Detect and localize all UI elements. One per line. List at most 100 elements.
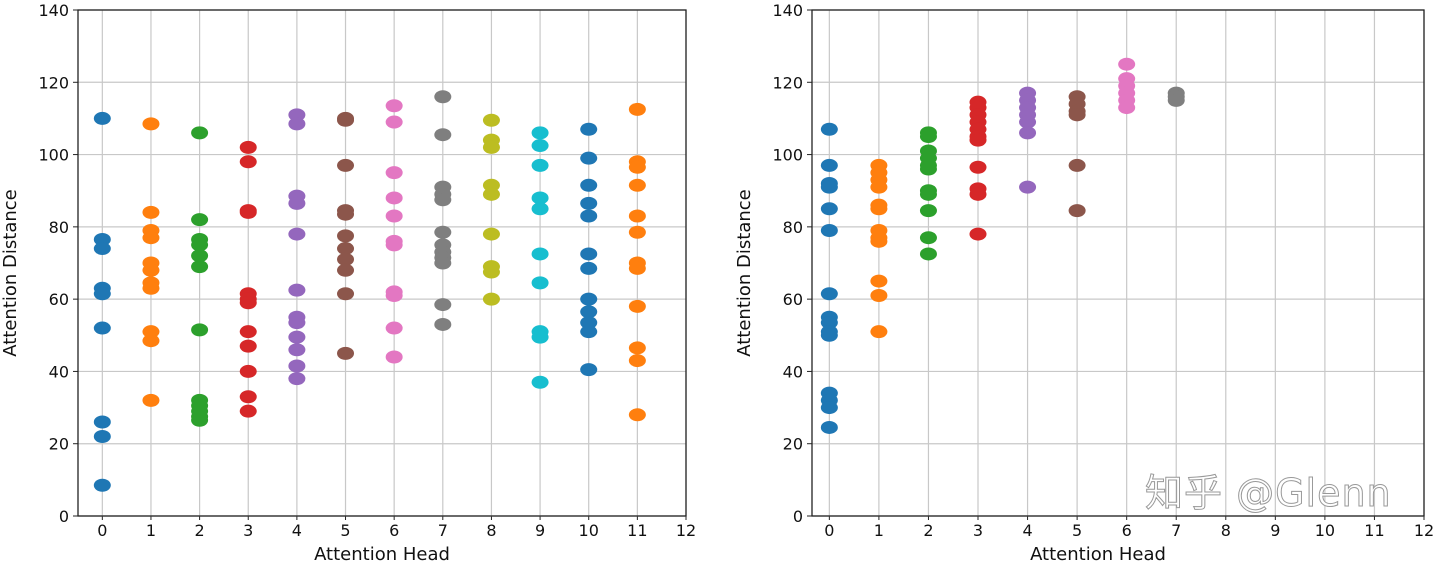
series-head-10 <box>580 122 598 377</box>
data-point <box>288 316 306 330</box>
series-head-5 <box>1068 90 1086 218</box>
data-point <box>820 158 838 172</box>
x-tick-label: 1 <box>874 521 884 540</box>
data-point <box>628 354 646 368</box>
data-point <box>239 364 257 378</box>
data-point <box>434 256 452 270</box>
data-point <box>969 187 987 201</box>
data-point <box>288 343 306 357</box>
x-tick-label: 11 <box>1364 521 1384 540</box>
data-point <box>385 166 403 180</box>
data-point <box>820 316 838 330</box>
data-point <box>1019 180 1037 194</box>
data-point <box>969 133 987 147</box>
data-point <box>93 233 111 247</box>
data-point <box>239 296 257 310</box>
data-point <box>337 263 355 277</box>
data-point <box>93 429 111 443</box>
data-point <box>580 209 598 223</box>
data-point <box>142 281 160 295</box>
data-point <box>142 325 160 339</box>
data-point <box>580 261 598 275</box>
data-point <box>580 247 598 261</box>
data-point <box>288 372 306 386</box>
data-point <box>482 113 500 127</box>
data-point <box>969 160 987 174</box>
data-point <box>191 249 209 263</box>
x-tick-label: 8 <box>486 521 496 540</box>
y-axis-label: Attention Distance <box>734 189 755 357</box>
y-tick-label: 40 <box>49 362 69 381</box>
data-point <box>1068 204 1086 218</box>
y-tick-label: 60 <box>49 290 69 309</box>
data-point <box>93 478 111 492</box>
data-point <box>385 238 403 252</box>
data-point <box>239 404 257 418</box>
data-point <box>531 330 549 344</box>
data-point <box>385 350 403 364</box>
data-point <box>919 231 937 245</box>
data-point <box>93 415 111 429</box>
data-point <box>1068 108 1086 122</box>
data-point <box>337 346 355 360</box>
data-point <box>239 205 257 219</box>
data-point <box>870 289 888 303</box>
data-point <box>580 178 598 192</box>
data-point <box>482 178 500 192</box>
data-point <box>385 115 403 129</box>
series-head-4 <box>1019 86 1037 194</box>
data-point <box>288 108 306 122</box>
data-point <box>434 317 452 331</box>
data-point <box>919 130 937 143</box>
x-tick-label: 5 <box>1072 521 1082 540</box>
x-tick-label: 4 <box>292 521 302 540</box>
data-point <box>142 334 160 348</box>
data-point <box>1118 57 1136 71</box>
data-point <box>820 223 838 237</box>
series-head-3 <box>239 140 257 418</box>
data-point <box>820 180 838 194</box>
series-head-6 <box>1118 57 1136 115</box>
series-head-2 <box>919 126 937 261</box>
data-point <box>93 111 111 125</box>
plot-frame <box>77 9 687 517</box>
data-point <box>820 401 838 415</box>
data-point <box>434 298 452 312</box>
x-tick-label: 1 <box>146 521 156 540</box>
x-tick-label: 10 <box>1315 521 1335 540</box>
data-point <box>820 328 838 342</box>
data-point <box>628 160 646 174</box>
data-point <box>191 213 209 227</box>
data-point <box>385 289 403 303</box>
data-point <box>820 420 838 434</box>
series-head-3 <box>969 95 987 241</box>
y-tick-label: 80 <box>783 218 803 237</box>
x-tick-label: 12 <box>676 521 696 540</box>
data-point <box>434 193 452 207</box>
data-point <box>919 204 937 218</box>
data-point <box>337 229 355 243</box>
x-tick-label: 6 <box>1122 521 1132 540</box>
data-point <box>531 191 549 205</box>
x-tick-label: 6 <box>389 521 399 540</box>
x-tick-label: 7 <box>438 521 448 540</box>
x-axis-label: Attention Head <box>314 544 450 562</box>
x-tick-label: 10 <box>579 521 599 540</box>
data-point <box>191 260 209 274</box>
data-point <box>191 323 209 337</box>
data-point <box>385 191 403 205</box>
data-point <box>337 207 355 221</box>
x-tick-label: 2 <box>195 521 205 540</box>
y-tick-label: 60 <box>783 290 803 309</box>
y-tick-label: 0 <box>59 507 69 526</box>
x-axis-label: Attention Head <box>1030 544 1166 562</box>
y-axis-label: Attention Distance <box>0 189 21 357</box>
data-point <box>531 375 549 389</box>
y-tick-label: 0 <box>793 507 803 526</box>
data-point <box>919 187 937 201</box>
y-tick-label: 120 <box>38 73 69 92</box>
y-tick-label: 120 <box>772 73 803 92</box>
data-point <box>191 413 209 427</box>
data-point <box>239 155 257 169</box>
